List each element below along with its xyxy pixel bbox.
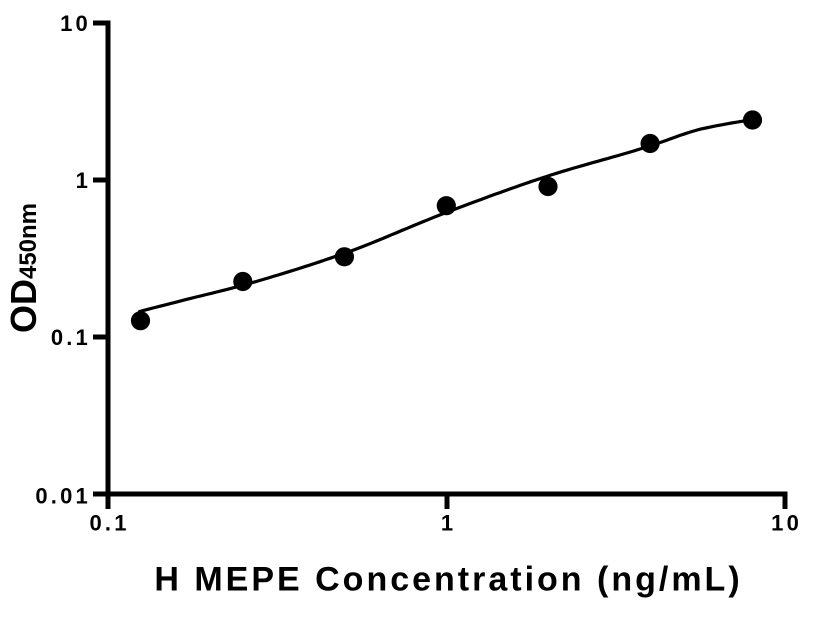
svg-text:0.01: 0.01 (35, 484, 91, 509)
svg-text:0.1: 0.1 (90, 511, 130, 536)
svg-text:1: 1 (76, 168, 91, 193)
svg-text:10: 10 (60, 11, 91, 36)
svg-text:0.1: 0.1 (51, 325, 91, 350)
svg-text:1: 1 (441, 511, 456, 536)
svg-text:10: 10 (771, 511, 802, 536)
svg-text:H MEPE Concentration (ng/mL): H MEPE Concentration (ng/mL) (154, 561, 742, 599)
